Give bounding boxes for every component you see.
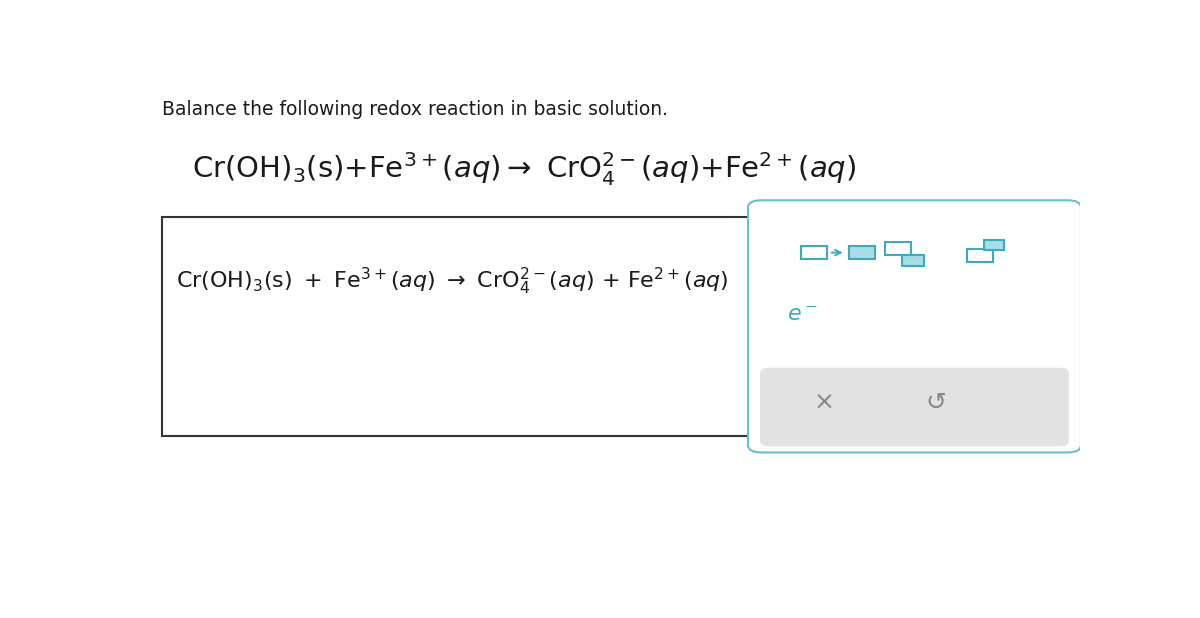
Bar xyxy=(850,246,876,260)
FancyBboxPatch shape xyxy=(748,200,1081,452)
Text: ↺: ↺ xyxy=(925,391,947,415)
Bar xyxy=(966,248,992,262)
Bar xyxy=(802,246,827,260)
Bar xyxy=(902,255,924,266)
Text: $\mathit{e}^-$: $\mathit{e}^-$ xyxy=(787,305,818,324)
Text: $\mathregular{Cr(OH)_3(s)\ +\ Fe^{3+}}$$\mathit{(aq)}$$\ \rightarrow\ $$\mathreg: $\mathregular{Cr(OH)_3(s)\ +\ Fe^{3+}}$$… xyxy=(176,266,728,297)
Bar xyxy=(884,242,911,255)
Text: $\mathregular{Cr(OH)_3(s)}$$\mathregular{+Fe^{3+}}$$\mathit{(aq)}$$\rightarrow$$: $\mathregular{Cr(OH)_3(s)}$$\mathregular… xyxy=(192,150,856,188)
Bar xyxy=(984,240,1003,250)
Text: ×: × xyxy=(814,391,835,415)
FancyBboxPatch shape xyxy=(760,368,1069,446)
FancyBboxPatch shape xyxy=(162,217,752,436)
Text: Balance the following redox reaction in basic solution.: Balance the following redox reaction in … xyxy=(162,100,668,119)
